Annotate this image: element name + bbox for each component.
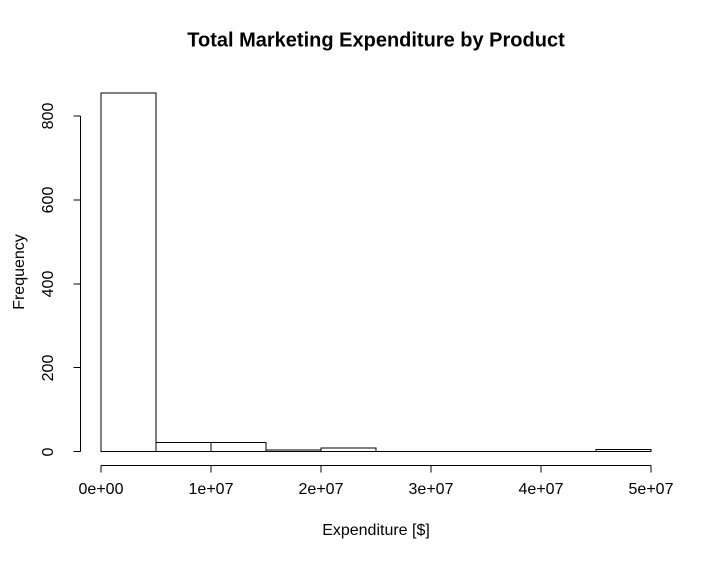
x-tick-label: 4e+07 bbox=[518, 481, 564, 498]
histogram-bar bbox=[595, 448, 652, 453]
x-tick-label: 5e+07 bbox=[628, 481, 674, 498]
chart-title: Total Marketing Expenditure by Product bbox=[187, 29, 565, 52]
y-tick-label: 0 bbox=[40, 447, 57, 456]
histogram-bar bbox=[100, 92, 157, 452]
histogram-bar bbox=[210, 441, 267, 452]
histogram-bar bbox=[265, 449, 322, 453]
x-axis-label: Expenditure [$] bbox=[322, 522, 430, 539]
histogram-bar bbox=[155, 441, 212, 452]
y-axis-label: Frequency bbox=[11, 234, 28, 310]
x-tick-label: 2e+07 bbox=[298, 481, 344, 498]
y-tick-label: 400 bbox=[40, 270, 57, 298]
y-tick-label: 800 bbox=[40, 102, 57, 130]
x-tick-label: 3e+07 bbox=[408, 481, 454, 498]
x-tick-label: 0e+00 bbox=[78, 481, 124, 498]
x-tick-label: 1e+07 bbox=[188, 481, 234, 498]
y-tick-label: 600 bbox=[40, 186, 57, 214]
histogram-bar bbox=[320, 447, 377, 452]
y-tick-label: 200 bbox=[40, 354, 57, 381]
